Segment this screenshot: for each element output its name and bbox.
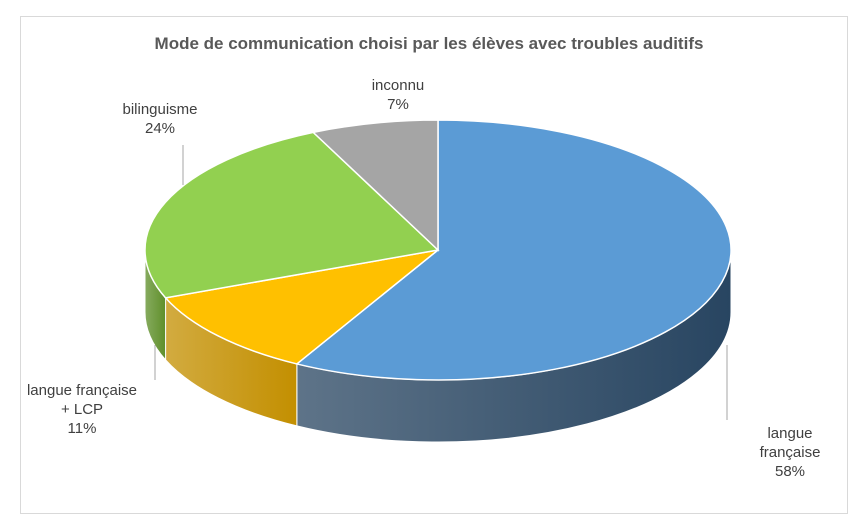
data-label: bilinguisme 24%: [122, 100, 197, 138]
label-value: 58%: [774, 463, 806, 480]
slice: [144, 131, 440, 299]
label-category: bilinguisme: [122, 101, 198, 118]
label-value: 24%: [144, 120, 176, 137]
data-label: langue française 58%: [756, 424, 824, 481]
label-category: langue française + LCP: [26, 382, 138, 418]
slice: [311, 119, 439, 252]
label-value: 7%: [387, 96, 409, 113]
data-label: langue française + LCP 11%: [22, 381, 142, 438]
chart-title: Mode de communication choisi par les élè…: [154, 34, 704, 53]
chart-frame: [20, 16, 848, 514]
slice: [164, 249, 439, 365]
label-category: inconnu: [371, 77, 425, 94]
label-category: langue française: [759, 425, 821, 461]
data-label: inconnu 7%: [372, 76, 425, 114]
slice: [295, 119, 732, 381]
label-value: 11%: [67, 420, 97, 437]
